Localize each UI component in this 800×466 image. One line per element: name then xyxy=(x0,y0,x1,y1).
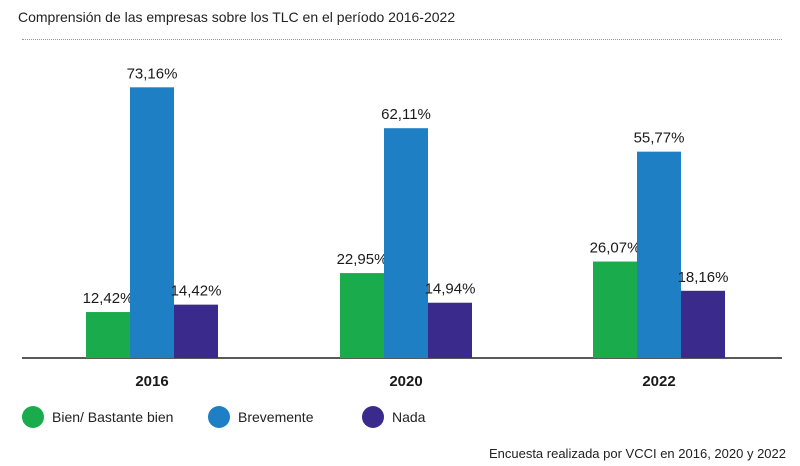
bar-2020-1 xyxy=(384,128,428,358)
data-label-2016-1: 73,16% xyxy=(127,65,178,82)
legend-label-bien: Bien/ Bastante bien xyxy=(52,409,174,425)
x-tick-label-2020: 2020 xyxy=(389,373,422,390)
title-divider xyxy=(22,39,782,40)
chart-title: Comprensión de las empresas sobre los TL… xyxy=(18,9,456,25)
bar-2022-1 xyxy=(637,151,681,358)
x-tick-label-2016: 2016 xyxy=(135,373,168,390)
legend-swatch-brevemente xyxy=(208,406,230,428)
bar-2016-1 xyxy=(130,87,174,359)
data-label-2022-1: 55,77% xyxy=(634,130,685,147)
data-label-2022-2: 18,16% xyxy=(678,269,729,286)
bar-2016-0 xyxy=(86,312,130,358)
data-label-2022-0: 26,07% xyxy=(590,240,641,257)
legend-label-brevemente: Brevemente xyxy=(238,409,314,425)
legend-swatch-bien xyxy=(22,406,44,428)
bar-chart: 12,42% 73,16% 14,42% 2016 22,95% 62,11% 14,94%… xyxy=(22,65,782,390)
legend-item-brevemente: Brevemente xyxy=(208,406,313,428)
bar-2016-2 xyxy=(174,304,218,358)
data-label-2016-0: 12,42% xyxy=(83,290,134,307)
data-label-2020-1: 62,11% xyxy=(381,106,431,123)
source-footnote: Encuesta realizada por VCCI en 2016, 202… xyxy=(488,446,786,461)
legend-label-nada: Nada xyxy=(392,409,426,425)
legend-swatch-nada xyxy=(362,406,384,428)
data-label-2020-0: 22,95% xyxy=(337,251,388,268)
data-label-2016-2: 14,42% xyxy=(171,283,222,300)
data-label-2020-2: 14,94% xyxy=(425,281,476,298)
bar-2022-2 xyxy=(681,290,725,358)
chart-legend: Bien/ Bastante bien Brevemente Nada xyxy=(0,406,800,434)
legend-item-nada: Nada xyxy=(362,406,425,428)
bar-2020-2 xyxy=(428,302,472,358)
legend-item-bien: Bien/ Bastante bien xyxy=(22,406,173,428)
bar-2022-0 xyxy=(593,261,637,358)
bar-2020-0 xyxy=(340,273,384,358)
x-tick-label-2022: 2022 xyxy=(642,373,675,390)
